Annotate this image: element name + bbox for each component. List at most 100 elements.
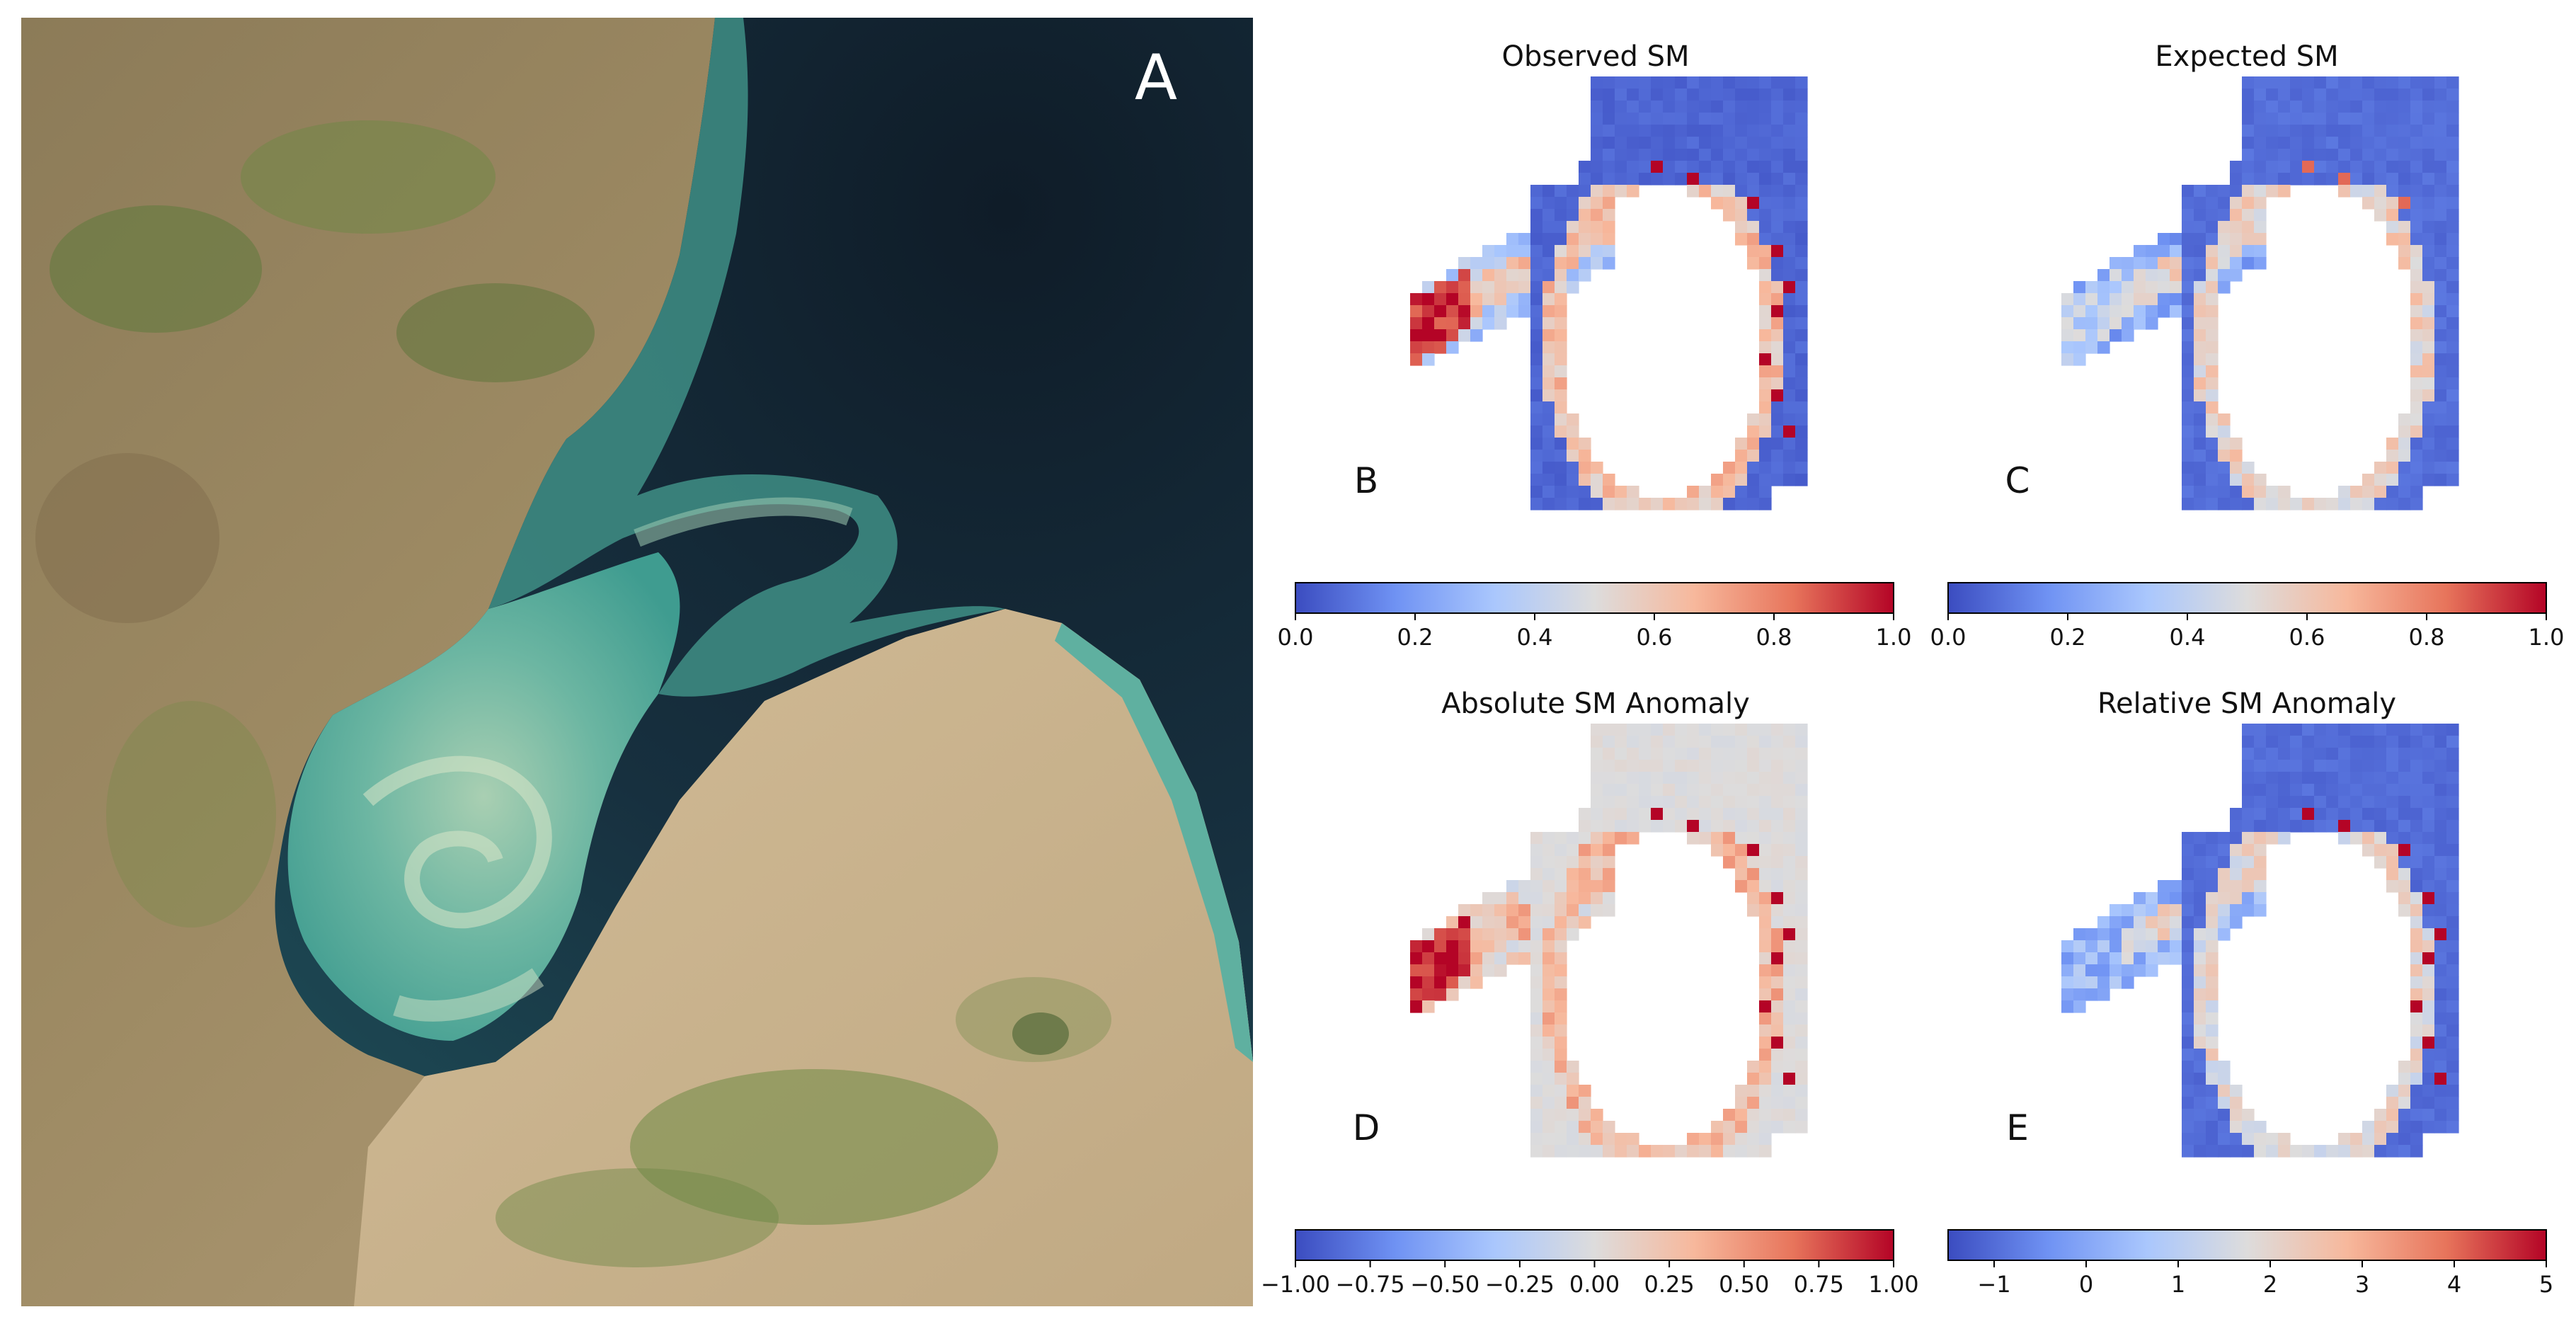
heatmap-cell [2398, 868, 2411, 881]
heatmap-cell [2254, 161, 2267, 173]
heatmap-cell [2290, 796, 2303, 809]
heatmap-cell [1795, 197, 1808, 210]
heatmap-cell [1795, 748, 1808, 760]
panel-label-a: A [1135, 41, 1177, 114]
heatmap-cell [1410, 988, 1423, 1001]
heatmap-cell [1795, 341, 1808, 354]
heatmap-cell [2206, 365, 2219, 378]
heatmap-cell [2110, 976, 2122, 989]
heatmap-cell [2434, 892, 2447, 905]
heatmap-cell [2434, 233, 2447, 246]
heatmap-cell [1675, 149, 1688, 161]
heatmap-cell [2122, 281, 2134, 294]
heatmap-cell [2434, 305, 2447, 318]
heatmap-cell [2446, 1085, 2459, 1097]
heatmap-cell [1542, 964, 1555, 977]
heatmap-cell [1723, 748, 1736, 760]
heatmap-cell [2350, 820, 2363, 833]
heatmap-cell [1759, 724, 1772, 736]
heatmap-cell [1458, 976, 1471, 989]
heatmap-cell [2242, 880, 2255, 893]
heatmap-cell [1530, 438, 1543, 450]
heatmap-cell [2446, 329, 2459, 342]
heatmap-cell [2446, 305, 2459, 318]
heatmap-cell [2206, 856, 2219, 869]
heatmap-cell [1555, 197, 1567, 210]
heatmap-cell [2410, 137, 2423, 149]
heatmap-cell [2398, 880, 2411, 893]
heatmap-cell [2434, 1061, 2447, 1073]
heatmap-cell [2398, 1145, 2411, 1158]
heatmap-cell [1735, 808, 1748, 821]
heatmap-cell [2350, 796, 2363, 809]
heatmap-cell [2170, 940, 2182, 953]
heatmap-cell [1591, 760, 1603, 772]
heatmap-cell [2410, 401, 2423, 414]
heatmap-cell [1579, 1145, 1591, 1158]
heatmap-cell [1446, 305, 1459, 318]
heatmap-cell [2254, 149, 2267, 161]
heatmap-cell [2218, 1061, 2231, 1073]
heatmap-cell [1639, 173, 1651, 186]
heatmap-cell [1783, 988, 1796, 1001]
heatmap-cell [1747, 257, 1760, 270]
heatmap-cell [2110, 964, 2122, 977]
heatmap-cell [1771, 197, 1784, 210]
heatmap-cell [1591, 784, 1603, 797]
heatmap-cell [2266, 185, 2279, 198]
heatmap-cell [2422, 125, 2435, 137]
heatmap-cell [2350, 748, 2363, 760]
heatmap-cell [1651, 796, 1664, 809]
heatmap-cell [1747, 462, 1760, 474]
heatmap-cell [2446, 161, 2459, 173]
heatmap-cell [2410, 784, 2423, 797]
heatmap-cell [1639, 498, 1651, 510]
heatmap-cell [2422, 365, 2435, 378]
heatmap-cell [2266, 486, 2279, 498]
heatmap-cell [1579, 856, 1591, 869]
heatmap-cell [1470, 269, 1483, 282]
heatmap-cell [2134, 952, 2146, 965]
heatmap-cell [2206, 964, 2219, 977]
heatmap-cell [1795, 257, 1808, 270]
heatmap-cell [2194, 928, 2206, 941]
heatmap-cell [1458, 928, 1471, 941]
heatmap-cell [1735, 1097, 1748, 1109]
heatmap-cell [1795, 904, 1808, 917]
heatmap-cell [1783, 748, 1796, 760]
heatmap-cell [2182, 269, 2194, 282]
heatmap-cell [2434, 880, 2447, 893]
heatmap-cell [2398, 257, 2411, 270]
heatmap-cell [1723, 161, 1736, 173]
heatmap-cell [1555, 1121, 1567, 1134]
heatmap-cell [2422, 736, 2435, 748]
heatmap-cell [2194, 329, 2206, 342]
heatmap-cell [1711, 474, 1724, 486]
heatmap-cell [1603, 1145, 1615, 1158]
heatmap-cell [2206, 269, 2219, 282]
heatmap-cell [1795, 438, 1808, 450]
heatmap-cell [1771, 784, 1784, 797]
heatmap-cell [1771, 365, 1784, 378]
heatmap-cell [2410, 498, 2423, 510]
heatmap-cell [2434, 317, 2447, 330]
heatmap-cell [2194, 916, 2206, 929]
heatmap-cell [2410, 293, 2423, 306]
heatmap-cell [2182, 426, 2194, 438]
heatmap-cell [2194, 1121, 2206, 1134]
heatmap-cell [2422, 245, 2435, 258]
heatmap-cell [2410, 736, 2423, 748]
heatmap-cell [2110, 916, 2122, 929]
heatmap-cell [2194, 1145, 2206, 1158]
heatmap-cell [2266, 832, 2279, 845]
heatmap-cell [1747, 808, 1760, 821]
heatmap-cell [2278, 173, 2291, 186]
heatmap-cell [2110, 269, 2122, 282]
heatmap-cell [2362, 113, 2375, 125]
heatmap-cell [2242, 760, 2255, 772]
heatmap-cell [2410, 450, 2423, 462]
heatmap-cell [2134, 317, 2146, 330]
heatmap-cell [2061, 317, 2074, 330]
heatmap-cell [2302, 748, 2315, 760]
heatmap-cell [2386, 161, 2399, 173]
